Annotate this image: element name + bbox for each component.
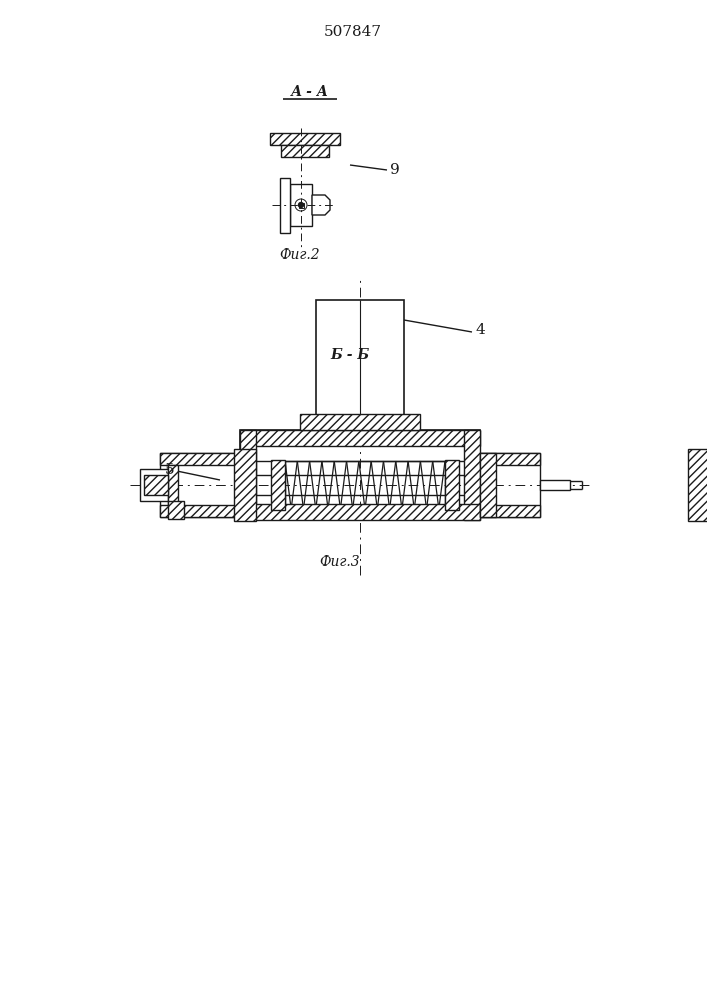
Bar (290, 184, 312, 226)
Text: Фиг.2: Фиг.2 (280, 248, 320, 262)
Bar (168, 501, 184, 519)
Bar (270, 133, 340, 145)
Bar (281, 145, 329, 157)
Bar (445, 460, 459, 510)
Bar (160, 453, 240, 465)
Bar (160, 453, 240, 517)
Bar (298, 202, 303, 208)
Bar (480, 453, 540, 517)
Bar (688, 449, 707, 521)
Bar (316, 300, 404, 430)
Bar (480, 505, 540, 517)
Bar (240, 504, 480, 520)
Bar (240, 430, 480, 446)
Bar (271, 460, 285, 510)
Text: 5: 5 (165, 463, 175, 477)
Text: Б - Б: Б - Б (330, 348, 370, 362)
Bar (234, 449, 256, 521)
Bar (480, 453, 496, 517)
Text: А - А: А - А (291, 85, 329, 99)
Bar (540, 480, 570, 490)
Circle shape (298, 202, 303, 208)
Polygon shape (312, 195, 330, 215)
Bar (168, 465, 178, 505)
Bar (240, 430, 256, 520)
Bar (144, 475, 168, 495)
Bar (280, 178, 290, 233)
Bar (240, 430, 480, 520)
Bar (464, 430, 480, 520)
Text: 4: 4 (475, 323, 485, 337)
Bar (300, 414, 420, 430)
Bar (140, 469, 168, 501)
Bar (480, 453, 540, 465)
Text: 9: 9 (390, 163, 399, 177)
Text: 507847: 507847 (324, 25, 382, 39)
Bar (160, 505, 240, 517)
Text: Фиг.3: Фиг.3 (320, 555, 361, 569)
